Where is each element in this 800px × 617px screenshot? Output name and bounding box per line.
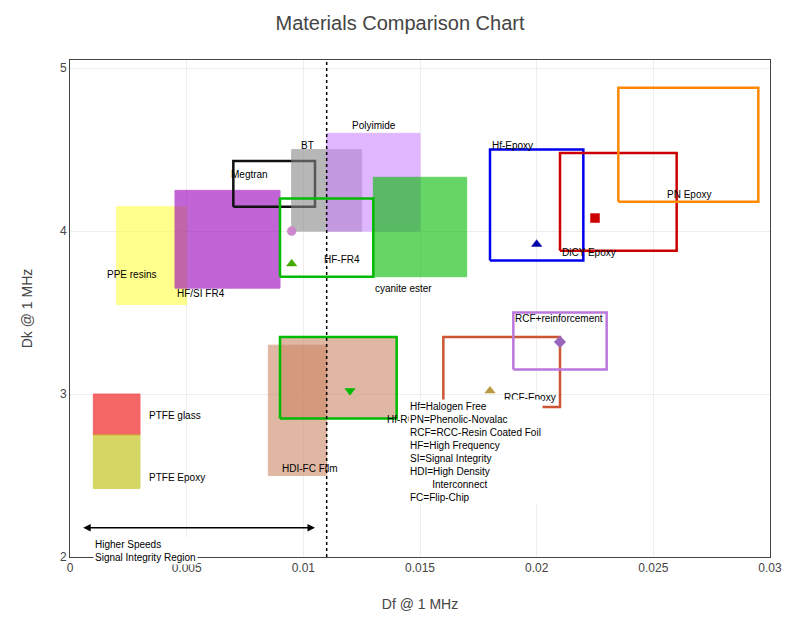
svg-text:PTFE Epoxy: PTFE Epoxy <box>149 472 205 483</box>
svg-text:2: 2 <box>60 550 67 564</box>
svg-text:RCF+reinforcement: RCF+reinforcement <box>515 313 603 324</box>
svg-text:Hf-RCF: Hf-RCF <box>387 414 421 425</box>
svg-text:PTFE glass: PTFE glass <box>149 410 201 421</box>
svg-text:0.015: 0.015 <box>405 561 435 575</box>
svg-text:HDI-FC Film: HDI-FC Film <box>282 463 338 474</box>
svg-text:Megtran: Megtran <box>231 169 268 180</box>
svg-text:HF-FR4: HF-FR4 <box>324 254 360 265</box>
svg-text:Materials Comparison Chart: Materials Comparison Chart <box>276 12 525 34</box>
svg-text:Df @ 1 MHz: Df @ 1 MHz <box>382 596 458 612</box>
svg-text:0.02: 0.02 <box>525 561 549 575</box>
svg-text:0: 0 <box>67 561 74 575</box>
svg-text:0.025: 0.025 <box>638 561 668 575</box>
svg-text:Polyimide: Polyimide <box>352 120 396 131</box>
svg-text:BT: BT <box>301 140 314 151</box>
svg-text:Higher SpeedsSignal Integrity: Higher SpeedsSignal Integrity Region <box>95 539 196 563</box>
svg-text:DiCY Epoxy: DiCY Epoxy <box>562 247 616 258</box>
svg-text:4: 4 <box>60 224 67 238</box>
svg-text:5: 5 <box>60 61 67 75</box>
svg-text:PN Epoxy: PN Epoxy <box>667 189 711 200</box>
svg-text:RCF-Epoxy: RCF-Epoxy <box>504 392 556 403</box>
svg-text:0.03: 0.03 <box>758 561 782 575</box>
svg-text:Dk @ 1 MHz: Dk @ 1 MHz <box>19 269 35 349</box>
svg-text:PPE resins: PPE resins <box>107 269 156 280</box>
svg-text:HF/SI FR4: HF/SI FR4 <box>177 288 225 299</box>
svg-text:0.01: 0.01 <box>292 561 316 575</box>
svg-text:cyanite ester: cyanite ester <box>375 283 432 294</box>
svg-text:Hf=Halogen FreePN=Phenolic-Nov: Hf=Halogen FreePN=Phenolic-NovalacRCF=RC… <box>410 401 541 503</box>
svg-text:0.005: 0.005 <box>172 561 202 575</box>
svg-text:Hf-Epoxy: Hf-Epoxy <box>492 140 533 151</box>
svg-text:3: 3 <box>60 387 67 401</box>
